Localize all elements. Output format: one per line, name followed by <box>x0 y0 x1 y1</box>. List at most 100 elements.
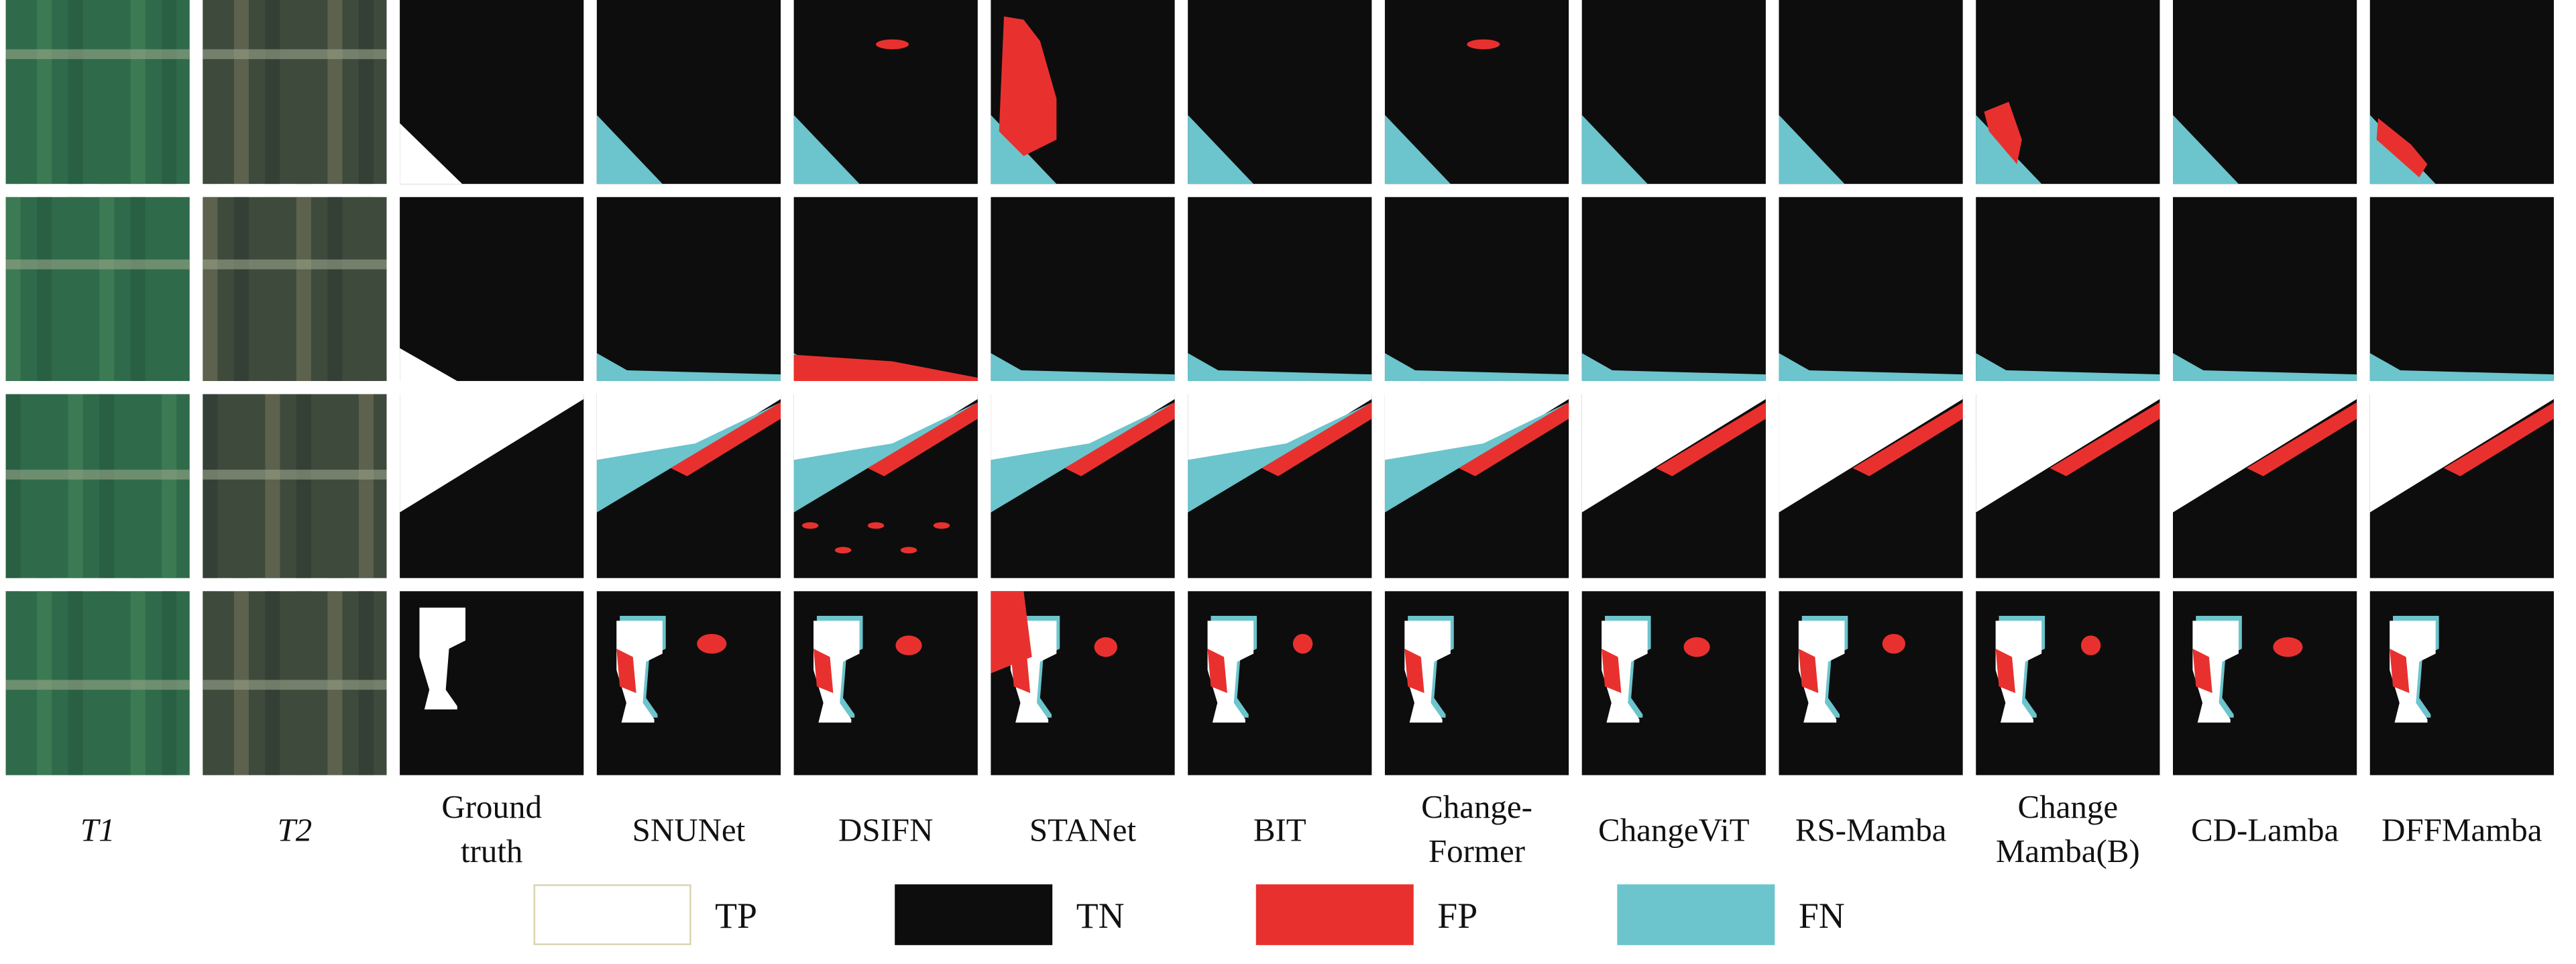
legend-label: FP <box>1437 896 1477 936</box>
mask-region <box>419 607 466 710</box>
mask-region <box>2172 394 2357 513</box>
photo-texture <box>37 197 52 381</box>
mask-region <box>2192 621 2239 723</box>
mask-region <box>933 522 950 529</box>
photo <box>203 197 387 381</box>
photo-texture <box>327 197 343 381</box>
column-label: Change <box>2018 788 2119 825</box>
image-cell <box>2172 394 2357 578</box>
column-label: CD-Lamba <box>2191 811 2339 848</box>
photo-texture <box>327 0 343 184</box>
column-label: Mamba(B) <box>1996 833 2140 869</box>
mask-region <box>999 16 1057 156</box>
image-cell <box>1384 197 1569 381</box>
image-cell <box>5 394 190 578</box>
image-cell <box>1384 591 1569 775</box>
image-cell <box>400 394 584 578</box>
image-cell <box>5 591 190 775</box>
photo-texture <box>203 470 387 480</box>
mask-region <box>2273 637 2303 657</box>
photo-texture <box>358 0 374 184</box>
photo-texture <box>68 0 83 184</box>
image-cell <box>2369 197 2554 381</box>
image-cell <box>5 197 190 381</box>
mask-region <box>1602 621 1648 723</box>
mask-region <box>2369 369 2554 381</box>
photo-texture <box>68 197 83 381</box>
mask-bg <box>1384 197 1569 381</box>
photo-texture <box>296 0 311 184</box>
photo-texture <box>203 394 218 578</box>
mask-region <box>1094 637 1117 657</box>
photo-texture <box>162 0 177 184</box>
column-label: DSIFN <box>838 811 933 848</box>
image-cell <box>2172 197 2357 381</box>
image-cell <box>1581 197 1766 381</box>
legend-label: TP <box>715 896 757 936</box>
image-cell <box>991 394 1175 578</box>
image-cell <box>793 394 978 578</box>
mask-region <box>2172 369 2357 381</box>
image-cell <box>1188 591 1372 775</box>
mask-region <box>876 39 909 50</box>
column-label: Change- <box>1421 788 1532 825</box>
mask-region <box>1984 101 2022 164</box>
photo <box>5 197 190 381</box>
mask-region <box>400 394 584 513</box>
mask-region <box>1882 633 1905 654</box>
photo-texture <box>5 49 190 60</box>
legend-label: TN <box>1076 896 1125 936</box>
mask-region <box>1683 637 1710 657</box>
image-cell <box>596 0 781 184</box>
mask-bg <box>2172 197 2357 381</box>
mask-region <box>697 633 727 654</box>
image-cell <box>991 591 1175 775</box>
mask-region <box>1404 621 1451 723</box>
image-cell <box>1779 591 1963 775</box>
photo-texture <box>233 394 249 578</box>
mask-region <box>1207 648 1227 694</box>
mask-bg <box>1581 197 1766 381</box>
image-cell <box>1384 0 1569 184</box>
legend-swatch <box>1255 884 1414 945</box>
mask-region <box>400 123 463 184</box>
image-cell <box>1976 591 2160 775</box>
image-cell <box>203 0 387 184</box>
image-cell <box>793 591 978 775</box>
photo-texture <box>99 197 115 381</box>
column-label: ChangeViT <box>1598 811 1750 848</box>
column-label: DFFMamba <box>2382 811 2542 848</box>
mask-region <box>2369 394 2554 513</box>
photo-texture <box>203 0 218 184</box>
image-cell <box>1188 394 1372 578</box>
mask-region <box>793 115 860 184</box>
photo-texture <box>68 394 83 578</box>
image-cell <box>2172 591 2357 775</box>
column-label: STANet <box>1029 811 1137 848</box>
mask-region <box>1995 648 2015 694</box>
photo-texture <box>265 394 280 578</box>
mask-region <box>1976 369 2160 381</box>
mask-bg <box>1188 197 1372 381</box>
photo-texture <box>296 197 311 381</box>
mask-region <box>1581 394 1766 513</box>
photo-texture <box>327 394 343 578</box>
image-cell <box>5 0 190 184</box>
mask-bg <box>400 197 584 381</box>
mask-region <box>895 635 922 655</box>
photo-texture <box>99 0 115 184</box>
image-cell <box>1779 197 1963 381</box>
mask-region <box>1384 369 1569 381</box>
mask-bg <box>596 197 781 381</box>
mask-region <box>814 621 860 723</box>
mask-region <box>991 369 1175 381</box>
mask-region <box>2080 635 2101 655</box>
column-label: T2 <box>278 811 313 848</box>
mask-region <box>1779 115 1845 184</box>
image-cell <box>991 197 1175 381</box>
photo-texture <box>233 197 249 381</box>
legend-swatch <box>1617 884 1775 945</box>
mask-region <box>1467 39 1500 50</box>
image-cell <box>1976 394 2160 578</box>
mask-region <box>1292 633 1313 654</box>
